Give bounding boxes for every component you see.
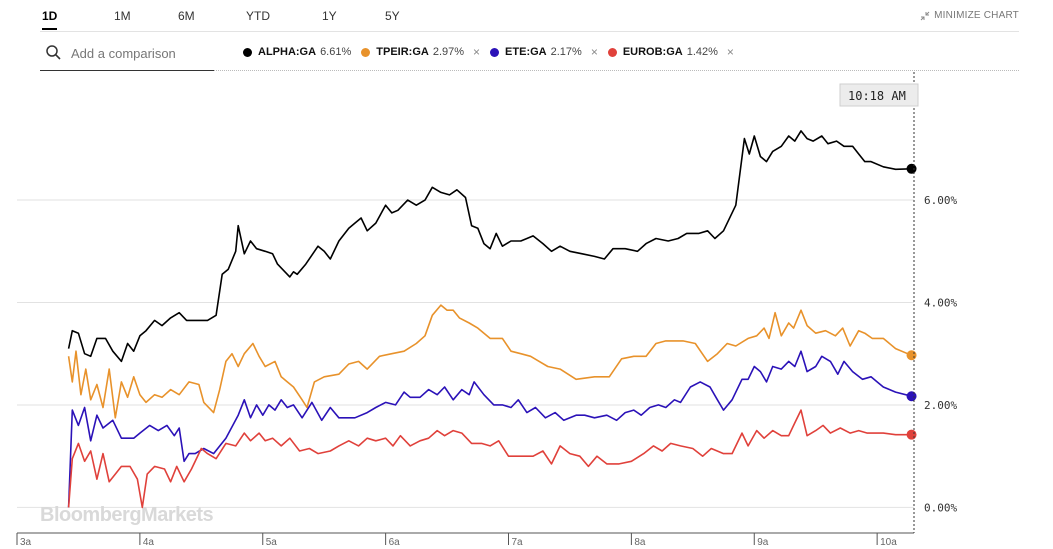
legend-change: 1.42% bbox=[686, 46, 718, 58]
series-line-0 bbox=[67, 130, 912, 363]
remove-comparison-tpeir-icon[interactable]: × bbox=[473, 45, 481, 59]
y-tick-label: 4.00% bbox=[924, 297, 957, 310]
x-tick-label: 5a bbox=[266, 537, 278, 548]
x-tick-label: 6a bbox=[389, 537, 401, 548]
bloomberg-watermark: BloombergMarkets bbox=[40, 504, 214, 526]
time-range-selector: 1D 1M 6M YTD 1Y 5Y MINIMIZE CHART bbox=[0, 0, 1053, 32]
grid-layer bbox=[17, 199, 914, 508]
range-tab-1m[interactable]: 1M bbox=[114, 9, 131, 23]
legend-symbol: ALPHA:GA bbox=[258, 46, 317, 58]
comparison-search[interactable] bbox=[40, 36, 214, 71]
legend-change: 2.17% bbox=[550, 46, 582, 58]
legend-dot-tpeir bbox=[361, 47, 371, 57]
series-end-marker-1 bbox=[906, 350, 917, 361]
comparison-search-input[interactable] bbox=[71, 45, 201, 61]
range-tab-ytd[interactable]: YTD bbox=[246, 9, 270, 23]
header-divider bbox=[40, 31, 1019, 32]
remove-comparison-eurob-icon[interactable]: × bbox=[726, 45, 734, 59]
x-tick-label: 4a bbox=[143, 537, 155, 548]
remove-comparison-ete-icon[interactable]: × bbox=[590, 45, 598, 59]
legend-symbol: TPEIR:GA bbox=[376, 46, 429, 58]
x-tick-label: 3a bbox=[20, 537, 32, 548]
series-layer bbox=[67, 130, 917, 509]
legend-symbol: EUROB:GA bbox=[622, 46, 683, 58]
chart-legend: ALPHA:GA 6.61% TPEIR:GA 2.97% × ETE:GA 2… bbox=[243, 45, 744, 59]
y-tick-label: 0.00% bbox=[924, 501, 957, 514]
cursor-time-tooltip bbox=[839, 83, 919, 107]
legend-item-alpha: ALPHA:GA 6.61% bbox=[243, 46, 351, 58]
range-tab-6m[interactable]: 6M bbox=[178, 9, 195, 23]
series-line-1 bbox=[67, 304, 912, 419]
search-icon bbox=[46, 45, 61, 60]
axis-layer: 0.00% 2.00% 4.00% 6.00% 3a 4a 5a 6a 7a 8a 9a 10a 10:… bbox=[16, 72, 957, 548]
range-tab-5y[interactable]: 5Y bbox=[385, 9, 400, 23]
legend-divider bbox=[214, 70, 1019, 71]
cursor-time-label: 10:18 AM bbox=[848, 89, 906, 103]
legend-symbol: ETE:GA bbox=[505, 46, 547, 58]
series-line-3 bbox=[67, 409, 912, 509]
minimize-icon bbox=[920, 11, 930, 20]
legend-item-eurob: EUROB:GA 1.42% × bbox=[607, 45, 734, 59]
legend-item-ete: ETE:GA 2.17% × bbox=[490, 45, 598, 59]
range-tab-1y[interactable]: 1Y bbox=[322, 9, 337, 23]
series-end-marker-3 bbox=[906, 429, 917, 440]
legend-dot-ete bbox=[490, 47, 500, 57]
legend-change: 6.61% bbox=[320, 46, 352, 58]
series-line-2 bbox=[67, 350, 912, 508]
y-tick-label: 2.00% bbox=[924, 399, 957, 412]
legend-dot-eurob bbox=[607, 47, 617, 57]
x-tick-label: 10a bbox=[880, 537, 897, 548]
range-tab-1d[interactable]: 1D bbox=[42, 8, 58, 30]
legend-change: 2.97% bbox=[432, 46, 465, 58]
y-tick-label: 6.00% bbox=[924, 194, 957, 207]
x-tick-label: 9a bbox=[757, 537, 769, 548]
legend-item-tpeir: TPEIR:GA 2.97% × bbox=[361, 45, 480, 59]
series-end-marker-2 bbox=[906, 391, 917, 402]
x-tick-label: 7a bbox=[512, 537, 524, 548]
legend-dot-alpha bbox=[243, 47, 252, 57]
x-tick-label: 8a bbox=[634, 537, 646, 548]
series-end-marker-0 bbox=[906, 163, 917, 174]
minimize-chart-label: MINIMIZE CHART bbox=[934, 10, 1019, 21]
minimize-chart-button[interactable]: MINIMIZE CHART bbox=[920, 10, 1019, 21]
